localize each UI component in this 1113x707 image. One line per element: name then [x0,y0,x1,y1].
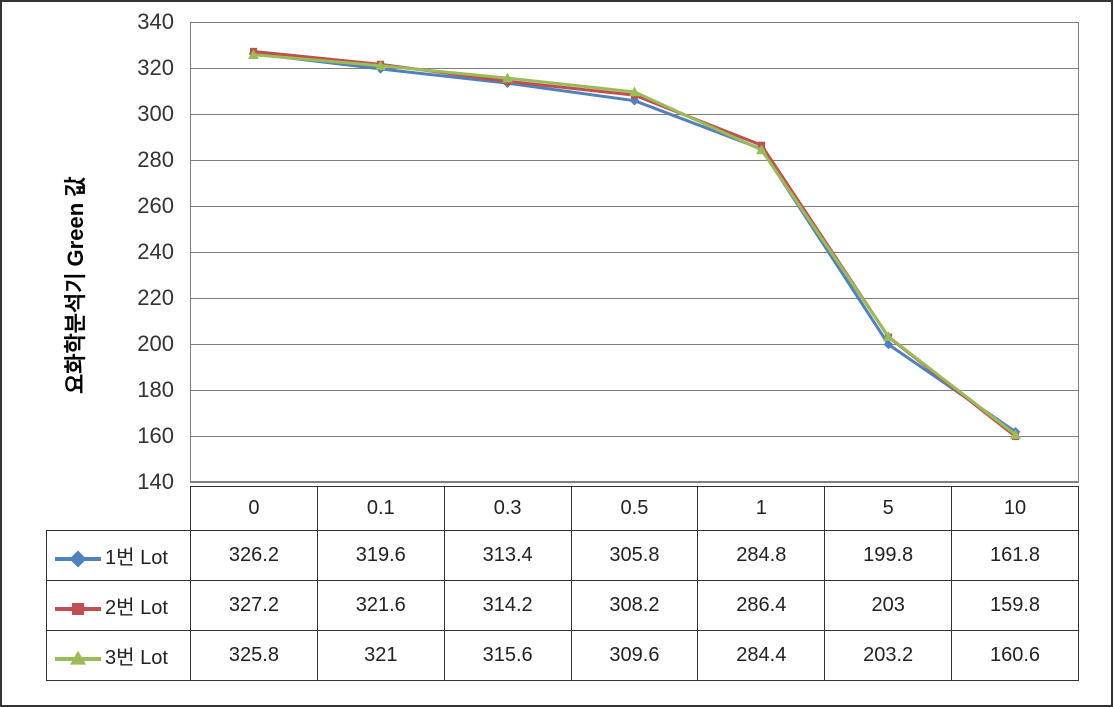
series-name: 3번 Lot [105,647,168,669]
table-blank-cell [47,487,191,531]
series-name: 2번 Lot [105,597,168,619]
data-cell: 326.2 [191,531,318,581]
chart-container: 요화학분석기 Green 값 1401601802002202402602803… [0,0,1113,707]
chart-svg [190,22,1079,482]
data-cell: 321 [317,631,444,681]
y-tick-label: 280 [137,147,182,173]
square-icon [72,603,84,615]
series-line [254,54,1016,432]
plot-area [190,22,1079,482]
category-header: 0.1 [317,487,444,531]
data-cell: 203.2 [825,631,952,681]
table-row: 1번 Lot 326.2319.6313.4305.8284.8199.8161.… [47,531,1079,581]
y-tick-label: 200 [137,331,182,357]
data-cell: 321.6 [317,581,444,631]
y-tick-label: 260 [137,193,182,219]
data-cell: 325.8 [191,631,318,681]
diamond-icon [70,550,87,567]
data-cell: 161.8 [952,531,1079,581]
legend-cell: 3번 Lot [47,631,191,681]
data-cell: 315.6 [444,631,571,681]
chart-wrapper: 요화학분석기 Green 값 1401601802002202402602803… [30,14,1089,693]
y-tick-label: 300 [137,101,182,127]
category-header: 0 [191,487,318,531]
category-header: 0.3 [444,487,571,531]
data-cell: 286.4 [698,581,825,631]
y-tick-label: 340 [137,9,182,35]
y-tick-label: 180 [137,377,182,403]
legend-mark [55,651,101,667]
data-cell: 159.8 [952,581,1079,631]
series-name: 1번 Lot [105,547,168,569]
data-cell: 284.4 [698,631,825,681]
series-line [254,51,1016,436]
category-header: 10 [952,487,1079,531]
table-header-row: 00.10.30.51510 [47,487,1079,531]
legend-mark [55,601,101,617]
data-cell: 199.8 [825,531,952,581]
y-tick-label: 320 [137,55,182,81]
legend-cell: 2번 Lot [47,581,191,631]
data-cell: 203 [825,581,952,631]
data-cell: 309.6 [571,631,698,681]
legend-mark [55,551,101,567]
data-cell: 308.2 [571,581,698,631]
legend-cell: 1번 Lot [47,531,191,581]
category-header: 0.5 [571,487,698,531]
triangle-icon [70,650,86,664]
table-row: 2번 Lot 327.2321.6314.2308.2286.4203159.8 [47,581,1079,631]
data-cell: 313.4 [444,531,571,581]
y-axis-label: 요화학분석기 Green 값 [58,177,90,395]
data-cell: 305.8 [571,531,698,581]
category-header: 5 [825,487,952,531]
y-tick-label: 240 [137,239,182,265]
data-cell: 327.2 [191,581,318,631]
data-cell: 160.6 [952,631,1079,681]
data-table: 00.10.30.51510 1번 Lot 326.2319.6313.4305.8… [46,486,1079,681]
data-cell: 319.6 [317,531,444,581]
data-cell: 284.8 [698,531,825,581]
gridline [190,482,1079,483]
data-cell: 314.2 [444,581,571,631]
y-tick-label: 220 [137,285,182,311]
y-tick-label: 160 [137,423,182,449]
category-header: 1 [698,487,825,531]
table-row: 3번 Lot 325.8321315.6309.6284.4203.2160.6 [47,631,1079,681]
series-line [254,55,1016,435]
